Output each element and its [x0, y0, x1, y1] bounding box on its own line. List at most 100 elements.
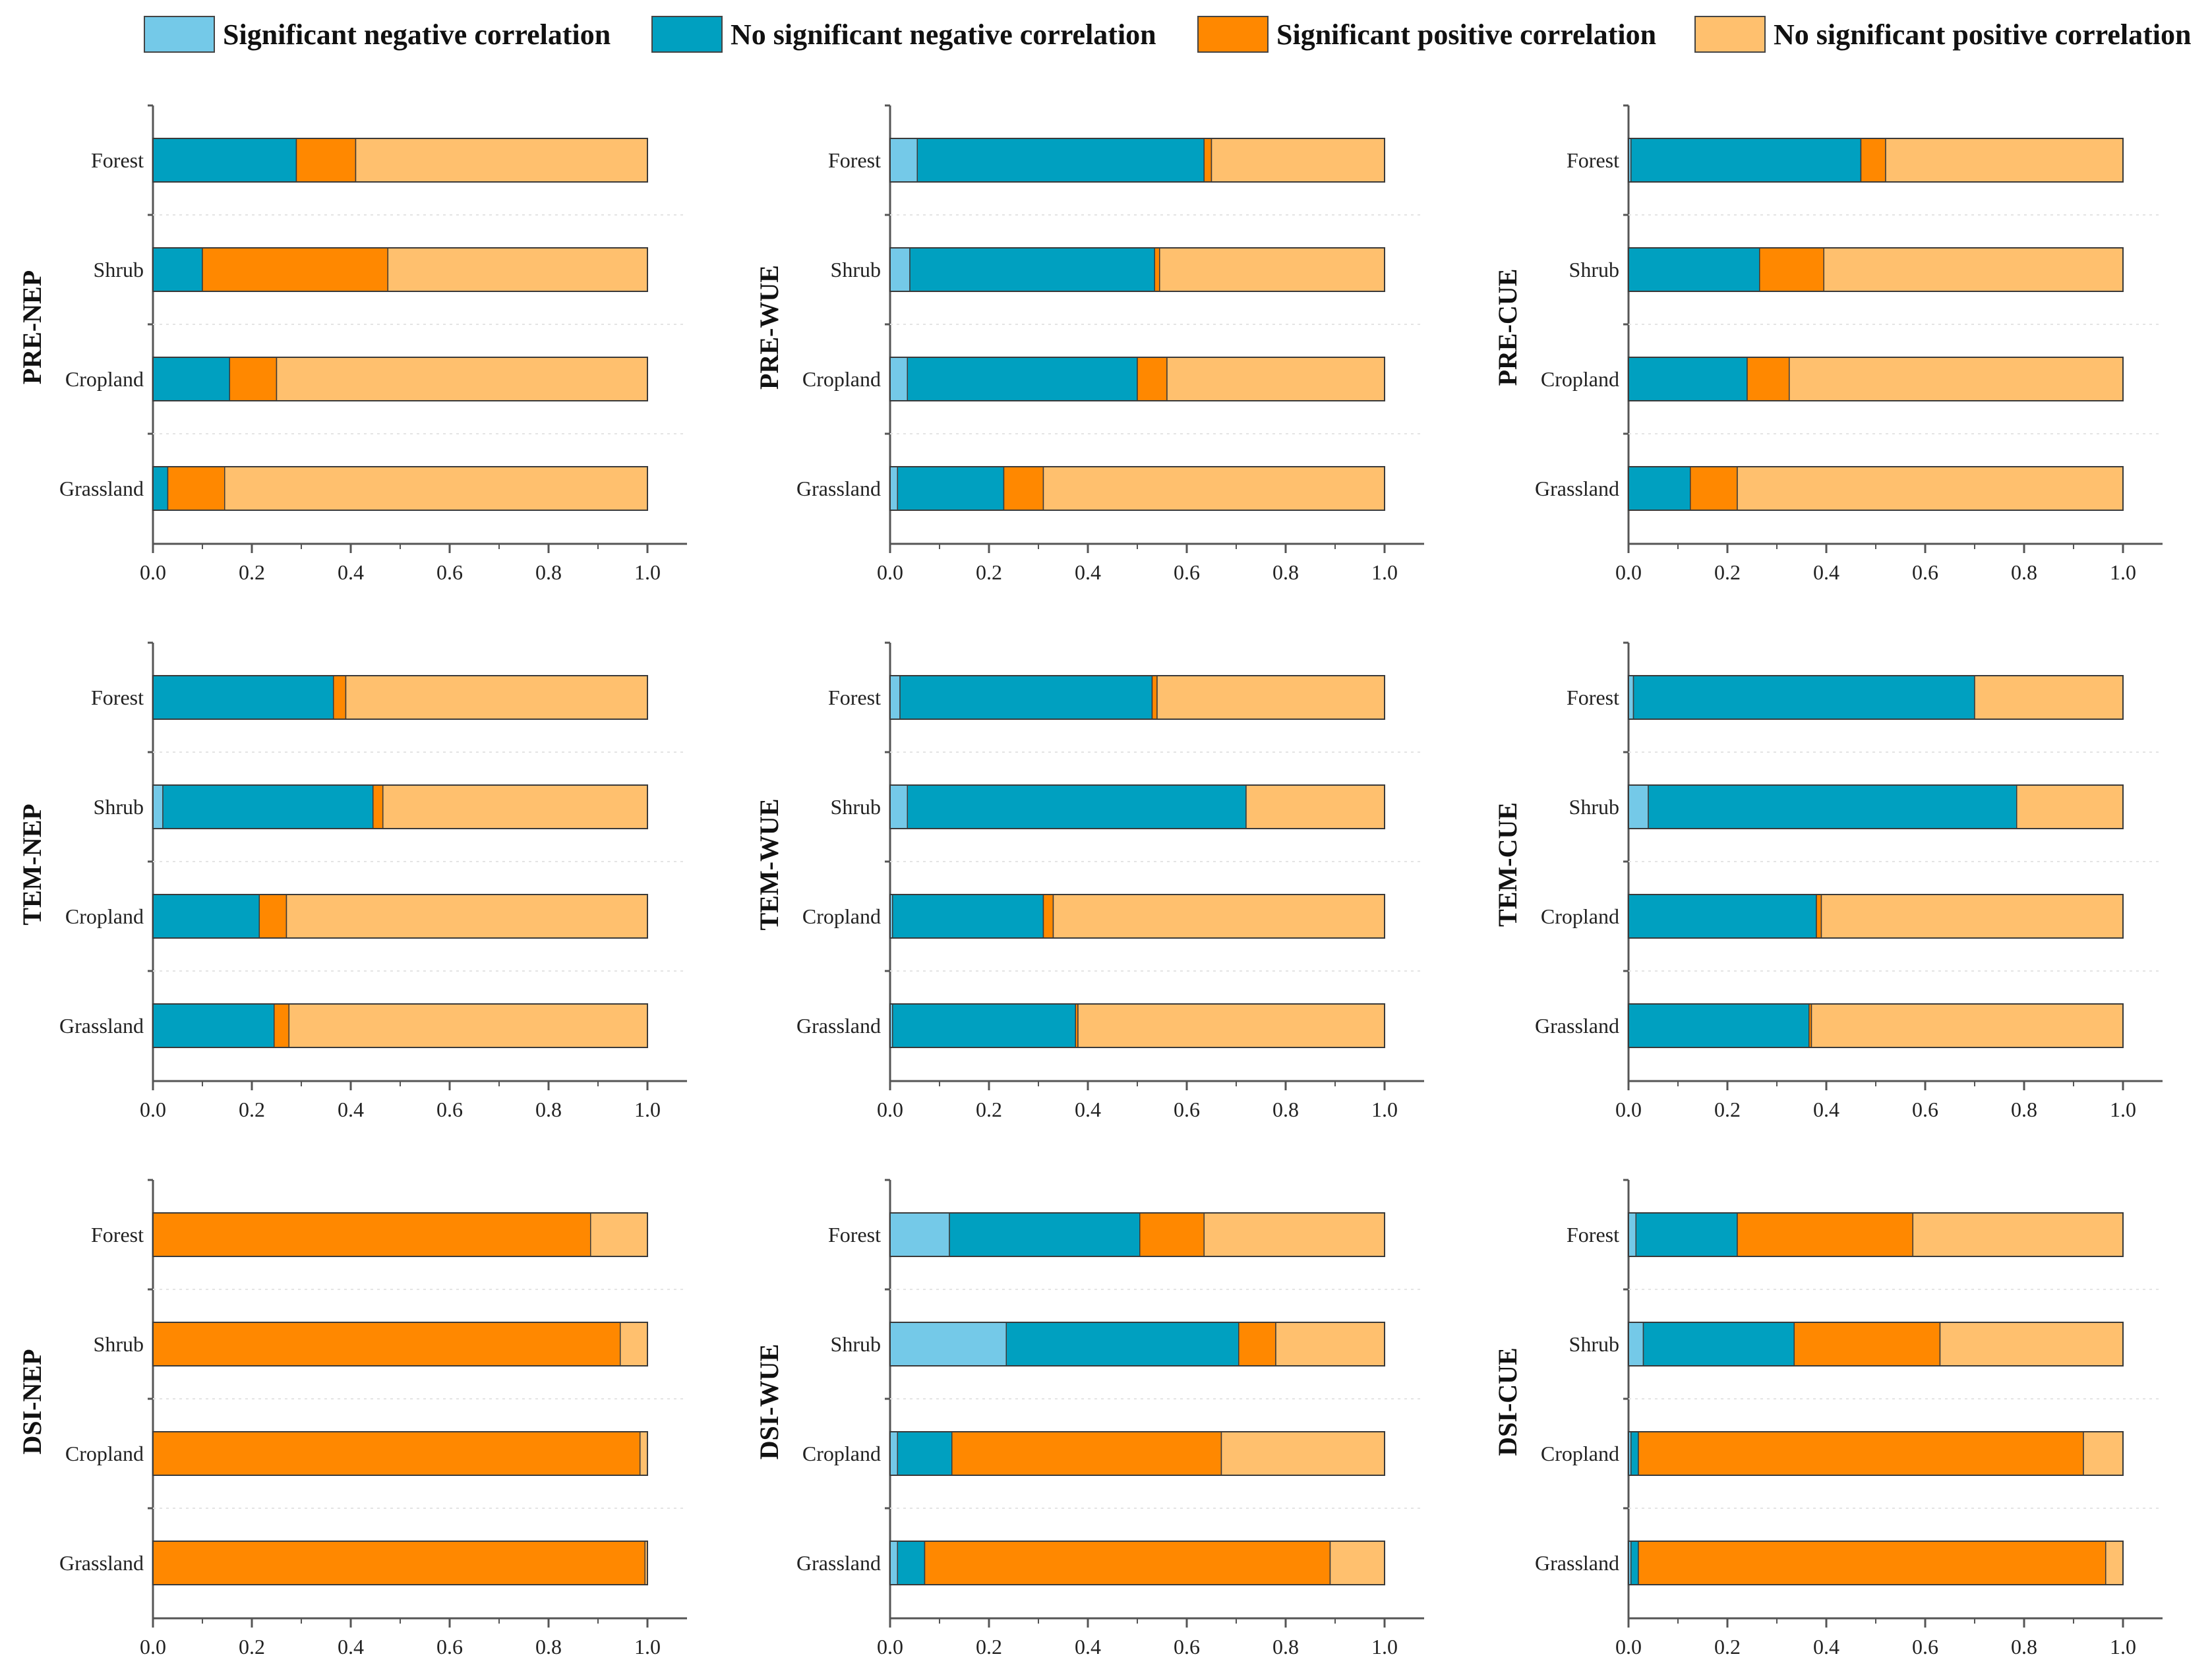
bar-segment: [1238, 1322, 1276, 1366]
panel-title: TEM-NEP: [17, 804, 47, 925]
bar-outline: [1628, 784, 2124, 829]
x-tick-label: 0.4: [1075, 560, 1101, 584]
y-tick-label: Shrub: [1569, 1332, 1619, 1356]
bar-segment: [1810, 1003, 2124, 1048]
bar-segment: [1860, 138, 1886, 183]
y-tick-label: Grassland: [59, 1014, 144, 1038]
bar-segment: [889, 1541, 898, 1585]
y-tick-label: Forest: [91, 686, 144, 709]
x-tick-label: 0.0: [140, 560, 166, 584]
bar-segment: [355, 138, 648, 183]
x-tick-label: 0.0: [877, 1098, 903, 1121]
x-tick-label: 1.0: [634, 560, 661, 584]
bar-outline: [152, 247, 648, 292]
panel-dsi-wue: 0.0 0.2 0.4 0.6 0.8 1.0 Forest Shrub Cropland Gra…: [754, 1179, 1424, 1659]
bar-segment: [889, 1431, 898, 1476]
x-tick-label: 0.6: [436, 1635, 463, 1659]
bar-segment: [152, 1003, 275, 1048]
x-tick-label: 0.8: [1272, 1635, 1299, 1659]
bar-outline: [889, 247, 1385, 292]
bar-segment: [295, 138, 357, 183]
x-tick-label: 0.8: [1272, 560, 1299, 584]
bar-segment: [1630, 1541, 1639, 1585]
bar-outline: [152, 894, 648, 939]
bar-segment: [1690, 466, 1738, 511]
x-tick-label: 1.0: [2110, 1635, 2136, 1659]
x-tick-label: 0.6: [1174, 1635, 1200, 1659]
bar-segment: [1156, 675, 1385, 720]
legend: Significant negative correlation No sign…: [0, 0, 2212, 73]
y-tick-label: Shrub: [831, 258, 881, 281]
bar-segment: [1159, 247, 1385, 292]
x-tick-label: 0.0: [877, 1635, 903, 1659]
bar-outline: [889, 138, 1385, 183]
bar-segment: [1632, 675, 1975, 720]
bar-segment: [1628, 1322, 1644, 1366]
bar-segment: [1628, 247, 1760, 292]
x-tick-label: 0.2: [1714, 1098, 1741, 1121]
y-tick-label: Forest: [828, 148, 881, 172]
panel-title: PRE-CUE: [1493, 269, 1522, 386]
x-tick-label: 0.0: [1615, 560, 1642, 584]
bar-segment: [258, 894, 287, 939]
x-tick-label: 0.2: [976, 1635, 1002, 1659]
bar-outline: [152, 1541, 648, 1585]
y-tick-label: Forest: [1567, 1223, 1619, 1247]
y-tick-label: Cropland: [65, 367, 144, 391]
bar-segment: [1648, 784, 2018, 829]
bar-outline: [1628, 894, 2124, 939]
bar-segment: [1275, 1322, 1385, 1366]
x-tick-label: 0.8: [535, 1635, 562, 1659]
panel-dsi-nep: 0.0 0.2 0.4 0.6 0.8 1.0 Forest Shrub Cropland Gra…: [17, 1179, 687, 1659]
x-tick-label: 0.2: [976, 1098, 1002, 1121]
x-tick-label: 0.2: [976, 560, 1002, 584]
bar-segment: [1245, 784, 1385, 829]
bar-segment: [224, 466, 648, 511]
panel-tem-wue: 0.0 0.2 0.4 0.6 0.8 1.0 Forest Shrub Cropland Gra…: [754, 641, 1424, 1121]
y-tick-label: Grassland: [59, 1551, 144, 1575]
bar-outline: [152, 466, 648, 511]
bar-segment: [949, 1212, 1141, 1257]
bar-segment: [167, 466, 225, 511]
x-tick-label: 1.0: [634, 1098, 661, 1121]
bar-segment: [288, 1003, 648, 1048]
bar-outline: [1628, 1003, 2124, 1048]
x-tick-label: 0.2: [239, 1635, 265, 1659]
bar-segment: [152, 784, 164, 829]
x-tick-label: 0.8: [2011, 1635, 2037, 1659]
bar-segment: [892, 1003, 1076, 1048]
x-tick-label: 0.6: [1912, 560, 1938, 584]
y-tick-label: Shrub: [94, 795, 144, 819]
x-tick-label: 0.4: [338, 560, 364, 584]
bar-segment: [1974, 675, 2124, 720]
y-tick-label: Forest: [828, 686, 881, 709]
y-tick-label: Grassland: [1535, 1551, 1619, 1575]
y-tick-label: Cropland: [1541, 1442, 1619, 1465]
bar-outline: [1628, 1431, 2124, 1476]
bar-segment: [2016, 784, 2124, 829]
x-tick-label: 0.8: [535, 560, 562, 584]
bar-outline: [152, 138, 648, 183]
panel-title: DSI-WUE: [754, 1344, 784, 1460]
bar-outline: [889, 1322, 1385, 1366]
panel-pre-cue: 0.0 0.2 0.4 0.6 0.8 1.0 Forest Shrub Cropland Gra…: [1493, 104, 2163, 584]
bar-segment: [897, 1541, 926, 1585]
bar-segment: [1628, 357, 1748, 401]
bar-segment: [1789, 357, 2124, 401]
y-tick-label: Grassland: [1535, 1014, 1619, 1038]
bar-outline: [152, 357, 648, 401]
bar-segment: [2083, 1431, 2124, 1476]
bar-segment: [889, 357, 908, 401]
bar-outline: [889, 784, 1385, 829]
bar-segment: [1137, 357, 1168, 401]
x-tick-label: 1.0: [634, 1635, 661, 1659]
bar-segment: [152, 466, 169, 511]
y-tick-label: Forest: [91, 1223, 144, 1247]
bar-segment: [1203, 1212, 1385, 1257]
bar-segment: [1820, 894, 2124, 939]
bar-segment: [152, 675, 334, 720]
bar-segment: [892, 894, 1044, 939]
legend-label: No significant negative correlation: [731, 18, 1156, 51]
x-tick-label: 0.0: [140, 1098, 166, 1121]
bar-segment: [1329, 1541, 1385, 1585]
